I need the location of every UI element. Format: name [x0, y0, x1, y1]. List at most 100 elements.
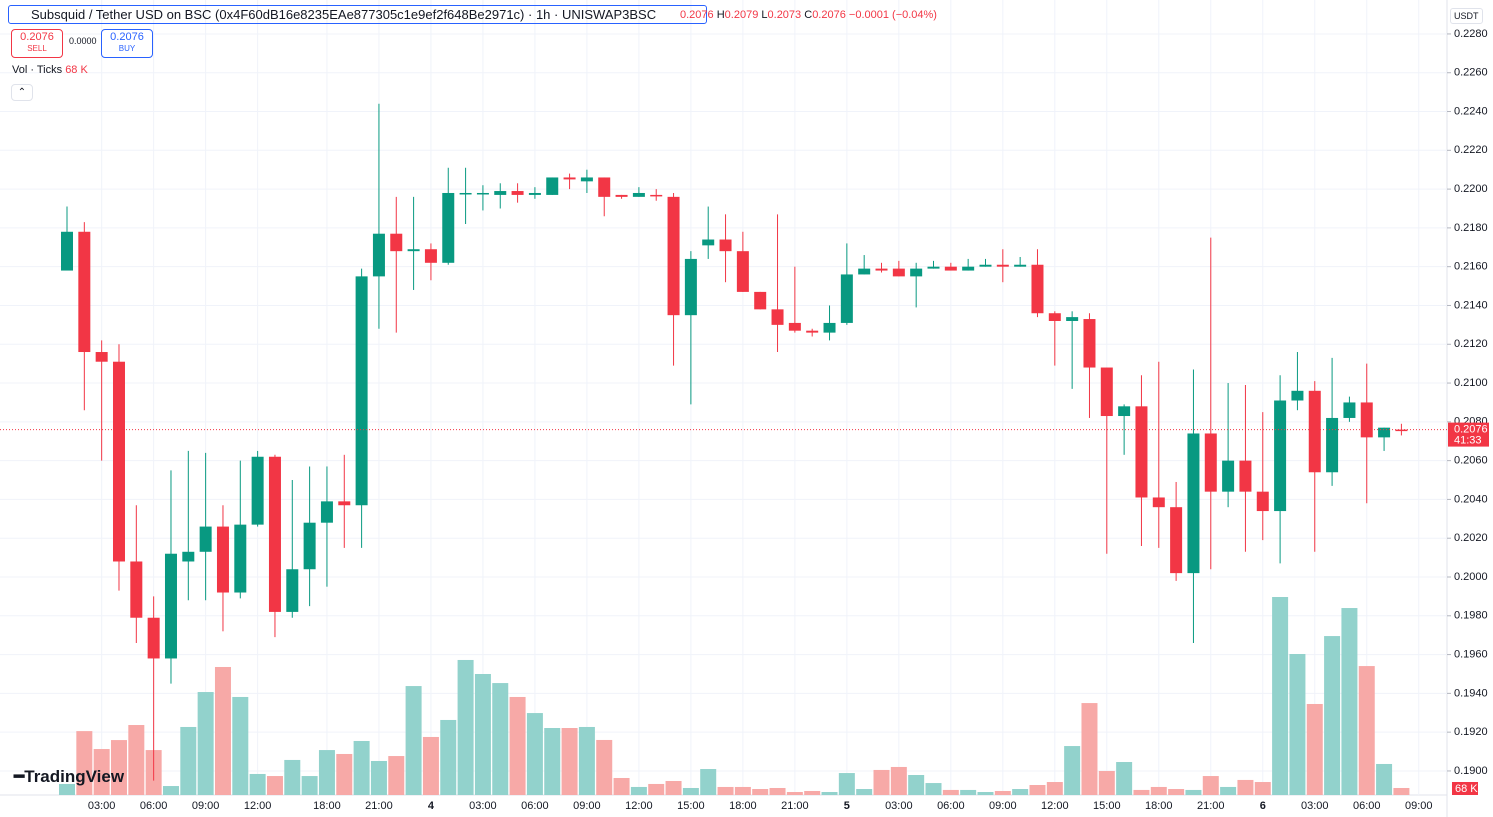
x-tick-label: 03:00 [1301, 800, 1329, 812]
candle-body [1031, 264, 1044, 314]
x-tick-label: 09:00 [989, 800, 1017, 812]
candle-body [130, 561, 143, 618]
collapse-button[interactable]: ⌃ [11, 84, 33, 101]
candle-body [650, 194, 663, 197]
x-tick-label: 06:00 [1353, 800, 1381, 812]
volume-bar [370, 760, 387, 795]
price-scale-bg [1447, 0, 1493, 817]
x-tick-label: 12:00 [625, 800, 653, 812]
candle-body [1326, 417, 1339, 473]
x-tick-label: 18:00 [313, 800, 341, 812]
volume-bar [249, 773, 266, 795]
candle-body [754, 291, 767, 310]
volume-bar [1012, 789, 1029, 795]
x-tick-label: 21:00 [365, 800, 393, 812]
candle-body [1256, 491, 1269, 512]
y-tick-label: 0.1920 [1454, 726, 1488, 738]
candle-body [892, 268, 905, 277]
candle-body [979, 264, 992, 267]
change-value: −0.0001 (−0.04%) [848, 9, 937, 21]
volume-bar [266, 776, 283, 795]
candle-body [286, 569, 299, 612]
volume-bar [1376, 763, 1393, 795]
volume-bar [1168, 789, 1185, 795]
volume-bar [544, 728, 561, 795]
candle-body [78, 231, 91, 353]
candle-body [1395, 429, 1408, 432]
y-tick-label: 0.2100 [1454, 377, 1488, 389]
close-value: 0.2076 [812, 9, 846, 21]
volume-bar [1185, 789, 1202, 795]
volume-bar [1150, 786, 1167, 795]
x-tick-label: 06:00 [521, 800, 549, 812]
x-tick-label: 09:00 [192, 800, 220, 812]
volume-bar [197, 692, 214, 795]
currency-button[interactable]: USDT [1450, 8, 1483, 24]
candle-body [459, 192, 472, 195]
symbol-title[interactable]: Subsquid / Tether USD on BSC (0x4F60dB16… [8, 5, 708, 24]
volume-bar [1029, 785, 1046, 795]
candle-body [771, 309, 784, 325]
volume-bar [1393, 787, 1410, 795]
volume-bar [162, 786, 179, 795]
candle-body [1152, 497, 1165, 508]
volume-bar [856, 789, 873, 795]
candle-body [251, 456, 264, 525]
x-tick-label: 21:00 [1197, 800, 1225, 812]
high-key: H [716, 9, 725, 21]
candle-body [702, 239, 715, 246]
candle-body [1378, 427, 1391, 438]
volume-bar [596, 739, 613, 795]
buy-price: 0.2076 [110, 31, 144, 43]
watermark-icon: ━​ [14, 767, 25, 786]
volume-bar [93, 749, 110, 795]
volume-bar [977, 792, 994, 795]
volume-bar [232, 696, 249, 795]
candle-body [528, 192, 541, 195]
candle-body [1100, 367, 1113, 417]
candle-body [61, 231, 73, 271]
volume-bar [717, 786, 734, 795]
candle-body [1066, 317, 1079, 321]
volume-bar [838, 773, 855, 795]
candle-body [303, 522, 316, 570]
candle-body [1274, 400, 1287, 512]
candle-body [944, 266, 957, 271]
x-tick-label: 21:00 [781, 800, 809, 812]
buy-button[interactable]: 0.2076 BUY [101, 29, 153, 58]
volume-legend: Vol · Ticks 68 K [12, 64, 88, 76]
candle-body [164, 553, 177, 659]
title-text: Subsquid / Tether USD on BSC (0x4F60dB16… [31, 7, 657, 22]
volume-bar [908, 775, 925, 795]
candle-body [355, 276, 368, 506]
candle-body [234, 524, 247, 593]
y-tick-label: 0.2140 [1454, 299, 1488, 311]
current-price-label: 0.2076 [1454, 424, 1488, 436]
y-tick-label: 0.2260 [1454, 67, 1488, 79]
volume-bar [457, 659, 474, 795]
watermark-text: TradingView [24, 767, 125, 786]
candle-body [823, 322, 836, 333]
volume-bar [1220, 786, 1237, 795]
watermark: ━​TradingView [14, 767, 124, 787]
countdown-label: 41:33 [1454, 435, 1482, 447]
candle-body [1239, 460, 1252, 492]
candle-body [511, 191, 524, 195]
y-tick-label: 0.1960 [1454, 648, 1488, 660]
candle-body [684, 258, 697, 316]
sell-button[interactable]: 0.2076 SELL [11, 29, 63, 58]
candle-body [268, 456, 281, 612]
volume-bar [925, 783, 942, 795]
volume-bar [942, 789, 959, 795]
low-value: 0.2073 [767, 9, 802, 21]
volume-bar [1081, 703, 1098, 795]
candle-body [1170, 507, 1183, 574]
volume-bar [752, 789, 769, 795]
candle-body [1014, 264, 1027, 267]
candle-body [1222, 460, 1235, 492]
candle-body [667, 196, 680, 316]
volume-bar [110, 740, 127, 795]
volume-bar [648, 783, 665, 795]
ohlc-legend: 0.2076 H0.2079 L0.2073 C0.2076 −0.0001 (… [680, 9, 937, 21]
